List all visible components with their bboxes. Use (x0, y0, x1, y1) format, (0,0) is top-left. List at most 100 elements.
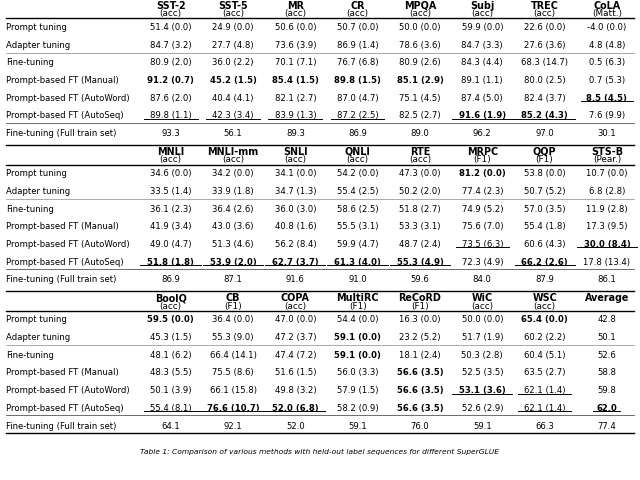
Text: 64.1: 64.1 (161, 420, 180, 430)
Text: 51.3 (4.6): 51.3 (4.6) (212, 240, 253, 249)
Text: 60.2 (2.2): 60.2 (2.2) (524, 332, 565, 341)
Text: (acc): (acc) (409, 9, 431, 18)
Text: Average: Average (585, 293, 629, 302)
Text: 84.0: 84.0 (473, 275, 492, 284)
Text: 75.1 (4.5): 75.1 (4.5) (399, 94, 441, 102)
Text: (acc): (acc) (347, 9, 369, 18)
Text: 8.5 (4.5): 8.5 (4.5) (586, 94, 627, 102)
Text: 50.0 (0.0): 50.0 (0.0) (461, 315, 503, 324)
Text: 82.5 (2.7): 82.5 (2.7) (399, 111, 441, 120)
Text: 27.6 (3.6): 27.6 (3.6) (524, 40, 565, 49)
Text: 60.6 (4.3): 60.6 (4.3) (524, 240, 565, 249)
Text: 45.2 (1.5): 45.2 (1.5) (209, 76, 257, 85)
Text: Fine-tuning: Fine-tuning (6, 350, 54, 359)
Text: MPQA: MPQA (404, 1, 436, 11)
Text: 57.0 (3.5): 57.0 (3.5) (524, 204, 565, 213)
Text: 52.6 (2.9): 52.6 (2.9) (461, 403, 503, 412)
Text: 77.4 (2.3): 77.4 (2.3) (461, 186, 503, 195)
Text: 87.6 (2.0): 87.6 (2.0) (150, 94, 191, 102)
Text: 40.8 (1.6): 40.8 (1.6) (275, 222, 316, 231)
Text: TREC: TREC (531, 1, 559, 11)
Text: (F1): (F1) (224, 301, 242, 310)
Text: 4.8 (4.8): 4.8 (4.8) (589, 40, 625, 49)
Text: 89.1 (1.1): 89.1 (1.1) (461, 76, 503, 85)
Text: 75.5 (8.6): 75.5 (8.6) (212, 368, 254, 377)
Text: WiC: WiC (472, 293, 493, 302)
Text: 34.6 (0.0): 34.6 (0.0) (150, 169, 191, 178)
Text: 59.9 (4.7): 59.9 (4.7) (337, 240, 378, 249)
Text: (Pear.): (Pear.) (593, 155, 621, 164)
Text: Adapter tuning: Adapter tuning (6, 40, 70, 49)
Text: 70.1 (7.1): 70.1 (7.1) (275, 58, 316, 67)
Text: 65.4 (0.0): 65.4 (0.0) (521, 315, 568, 324)
Text: 89.3: 89.3 (286, 129, 305, 138)
Text: 55.3 (4.9): 55.3 (4.9) (397, 257, 444, 266)
Text: Prompt-based FT (AutoSeq): Prompt-based FT (AutoSeq) (6, 403, 124, 412)
Text: (acc): (acc) (159, 9, 182, 18)
Text: 86.9: 86.9 (348, 129, 367, 138)
Text: 11.9 (2.8): 11.9 (2.8) (586, 204, 628, 213)
Text: 50.6 (0.0): 50.6 (0.0) (275, 23, 316, 32)
Text: BoolQ: BoolQ (155, 293, 187, 302)
Text: 56.0 (3.3): 56.0 (3.3) (337, 368, 378, 377)
Text: Prompt-based FT (Manual): Prompt-based FT (Manual) (6, 76, 119, 85)
Text: 89.8 (1.5): 89.8 (1.5) (334, 76, 381, 85)
Text: (acc): (acc) (159, 301, 182, 310)
Text: (F1): (F1) (536, 155, 554, 164)
Text: 66.3: 66.3 (535, 420, 554, 430)
Text: 58.2 (0.9): 58.2 (0.9) (337, 403, 378, 412)
Text: 53.8 (0.0): 53.8 (0.0) (524, 169, 565, 178)
Text: 59.1 (0.0): 59.1 (0.0) (334, 350, 381, 359)
Text: 33.9 (1.8): 33.9 (1.8) (212, 186, 254, 195)
Text: 76.0: 76.0 (411, 420, 429, 430)
Text: 84.3 (4.4): 84.3 (4.4) (461, 58, 503, 67)
Text: 33.5 (1.4): 33.5 (1.4) (150, 186, 191, 195)
Text: Fine-tuning: Fine-tuning (6, 204, 54, 213)
Text: 0.7 (5.3): 0.7 (5.3) (589, 76, 625, 85)
Text: 91.0: 91.0 (348, 275, 367, 284)
Text: CB: CB (226, 293, 240, 302)
Text: 24.9 (0.0): 24.9 (0.0) (212, 23, 253, 32)
Text: 80.9 (2.6): 80.9 (2.6) (399, 58, 441, 67)
Text: 84.7 (3.2): 84.7 (3.2) (150, 40, 191, 49)
Text: 66.4 (14.1): 66.4 (14.1) (209, 350, 257, 359)
Text: 51.4 (0.0): 51.4 (0.0) (150, 23, 191, 32)
Text: 55.4 (8.1): 55.4 (8.1) (150, 403, 191, 412)
Text: (F1): (F1) (349, 301, 367, 310)
Text: (acc): (acc) (159, 155, 182, 164)
Text: 45.3 (1.5): 45.3 (1.5) (150, 332, 191, 341)
Text: RTE: RTE (410, 147, 430, 156)
Text: 55.5 (3.1): 55.5 (3.1) (337, 222, 378, 231)
Text: 34.1 (0.0): 34.1 (0.0) (275, 169, 316, 178)
Text: 82.4 (3.7): 82.4 (3.7) (524, 94, 565, 102)
Text: 56.6 (3.5): 56.6 (3.5) (397, 385, 444, 395)
Text: 80.9 (2.0): 80.9 (2.0) (150, 58, 191, 67)
Text: 34.2 (0.0): 34.2 (0.0) (212, 169, 253, 178)
Text: 52.5 (3.5): 52.5 (3.5) (461, 368, 503, 377)
Text: 75.6 (7.0): 75.6 (7.0) (461, 222, 503, 231)
Text: 58.6 (2.5): 58.6 (2.5) (337, 204, 378, 213)
Text: (acc): (acc) (284, 301, 307, 310)
Text: 53.9 (2.0): 53.9 (2.0) (210, 257, 257, 266)
Text: Adapter tuning: Adapter tuning (6, 332, 70, 341)
Text: 61.3 (4.0): 61.3 (4.0) (334, 257, 381, 266)
Text: 89.8 (1.1): 89.8 (1.1) (150, 111, 191, 120)
Text: 55.4 (2.5): 55.4 (2.5) (337, 186, 378, 195)
Text: Fine-tuning (Full train set): Fine-tuning (Full train set) (6, 275, 116, 284)
Text: 62.1 (1.4): 62.1 (1.4) (524, 403, 565, 412)
Text: 56.6 (3.5): 56.6 (3.5) (397, 403, 444, 412)
Text: 23.2 (5.2): 23.2 (5.2) (399, 332, 441, 341)
Text: 47.2 (3.7): 47.2 (3.7) (275, 332, 316, 341)
Text: 49.0 (4.7): 49.0 (4.7) (150, 240, 191, 249)
Text: 48.1 (6.2): 48.1 (6.2) (150, 350, 191, 359)
Text: Prompt-based FT (AutoWord): Prompt-based FT (AutoWord) (6, 94, 130, 102)
Text: 52.0: 52.0 (286, 420, 305, 430)
Text: 82.1 (2.7): 82.1 (2.7) (275, 94, 316, 102)
Text: (acc): (acc) (284, 9, 307, 18)
Text: 6.8 (2.8): 6.8 (2.8) (589, 186, 625, 195)
Text: 66.2 (2.6): 66.2 (2.6) (522, 257, 568, 266)
Text: Prompt-based FT (AutoSeq): Prompt-based FT (AutoSeq) (6, 257, 124, 266)
Text: 63.5 (2.7): 63.5 (2.7) (524, 368, 565, 377)
Text: 10.7 (0.0): 10.7 (0.0) (586, 169, 628, 178)
Text: 81.2 (0.0): 81.2 (0.0) (459, 169, 506, 178)
